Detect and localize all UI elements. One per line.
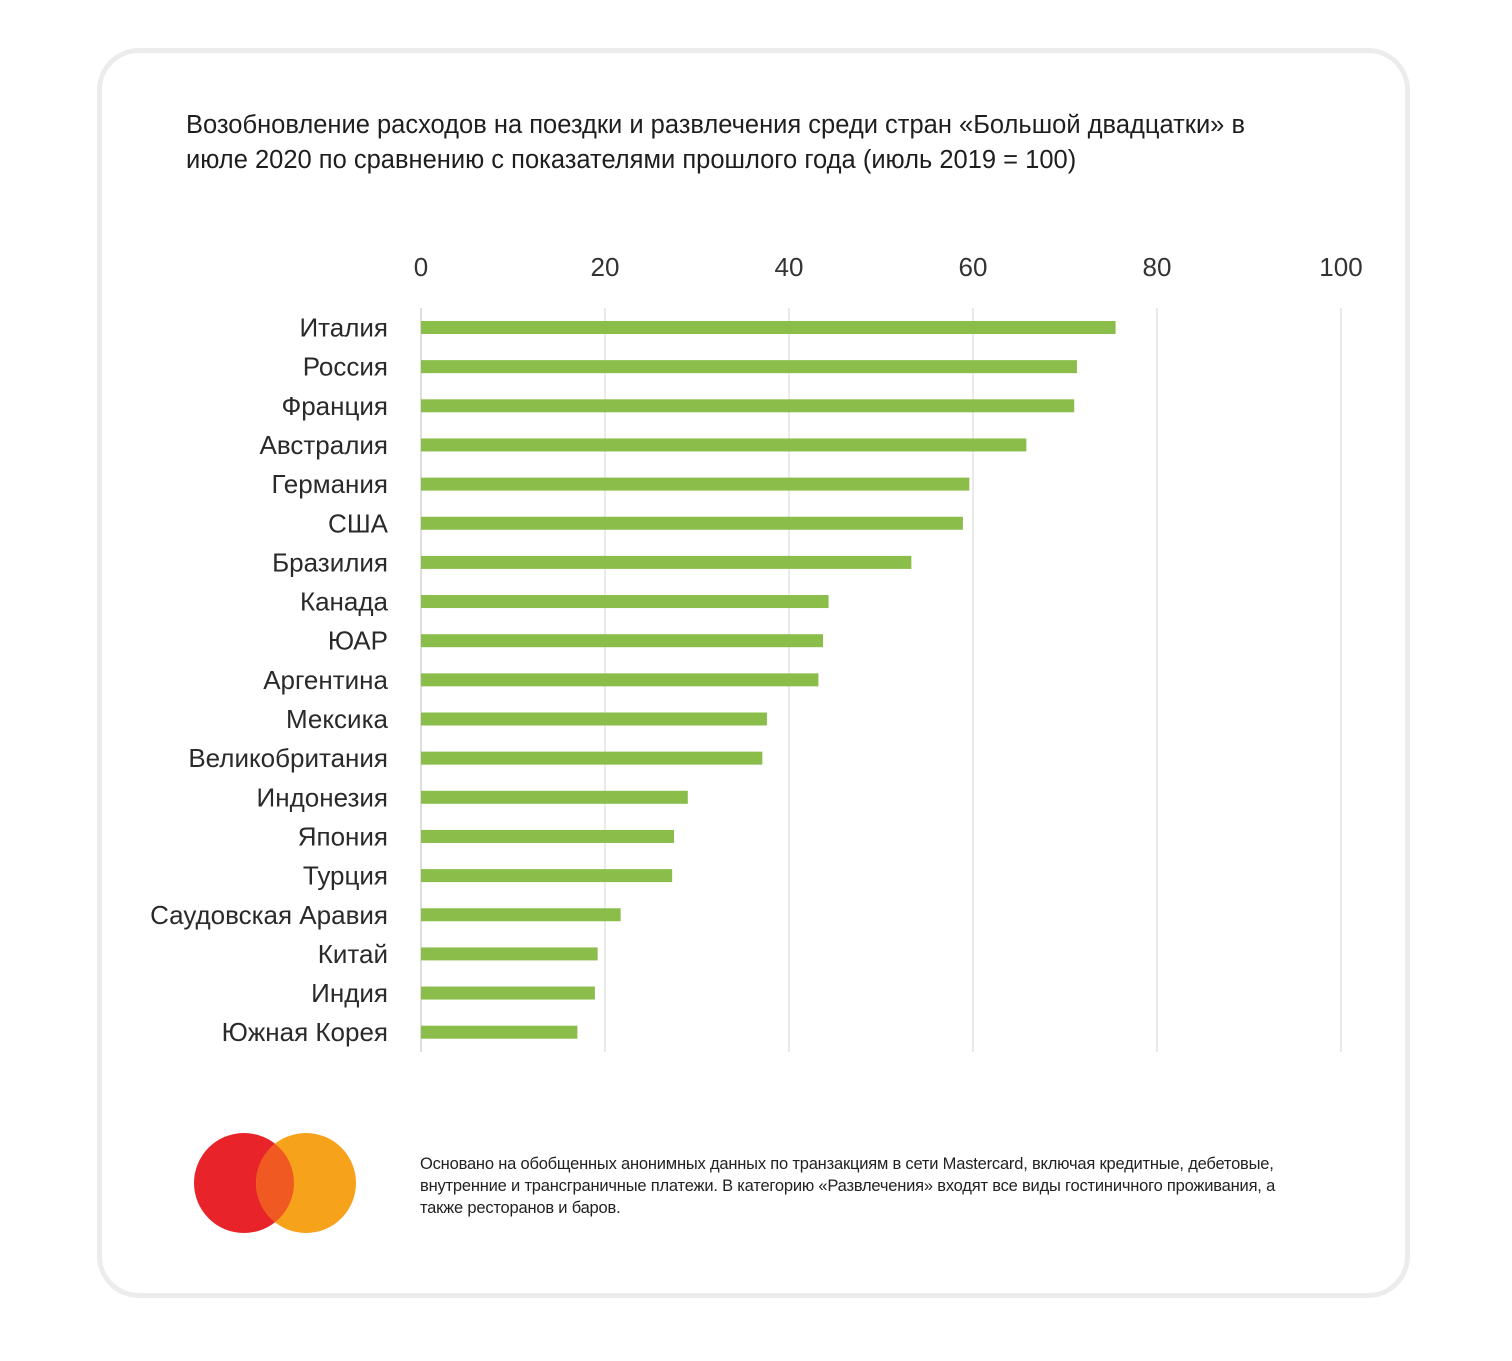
category-labels: Италия Россия Франция Австралия Германия США Б… — [150, 313, 389, 1048]
category-label: Мексика — [286, 704, 389, 734]
x-tick-label: 60 — [959, 252, 988, 282]
bar-14 — [421, 829, 674, 843]
bar-13 — [421, 790, 688, 804]
category-label: Южная Корея — [222, 1017, 388, 1047]
category-label: Аргентина — [263, 665, 388, 695]
bar-8 — [421, 595, 829, 609]
category-label: Саудовская Аравия — [150, 900, 388, 930]
logo-overlap — [256, 1133, 294, 1233]
category-label: Германия — [271, 469, 388, 499]
bar-17 — [421, 947, 598, 961]
footnote: Основано на обобщенных анонимных данных … — [420, 1155, 1276, 1217]
bars — [421, 321, 1116, 1039]
x-tick-label: 40 — [775, 252, 804, 282]
chart-title: Возобновление расходов на поездки и разв… — [186, 111, 1245, 174]
category-label: Россия — [303, 352, 388, 382]
bar-10 — [421, 673, 819, 687]
bar-16 — [421, 908, 621, 922]
bar-18 — [421, 986, 595, 1000]
bar-11 — [421, 712, 767, 726]
category-label: Индонезия — [257, 782, 388, 812]
bar-19 — [421, 1025, 578, 1039]
bar-9 — [421, 634, 824, 648]
bar-1 — [421, 321, 1116, 334]
bar-2 — [421, 360, 1077, 374]
bar-12 — [421, 751, 763, 765]
x-tick-label: 100 — [1319, 252, 1362, 282]
category-label: Франция — [281, 391, 388, 421]
category-label: Бразилия — [272, 547, 388, 577]
category-label: Турция — [303, 861, 388, 891]
category-label: Япония — [298, 821, 388, 851]
mastercard-logo-icon — [194, 1133, 356, 1233]
bar-5 — [421, 477, 970, 491]
x-tick-label: 20 — [591, 252, 620, 282]
x-tick-label: 80 — [1143, 252, 1172, 282]
bar-4 — [421, 438, 1027, 452]
category-label: США — [328, 508, 389, 538]
category-label: Индия — [311, 978, 388, 1008]
x-tick-label: 0 — [414, 252, 428, 282]
category-label: Италия — [299, 313, 388, 343]
chart-card — [97, 48, 1410, 1298]
x-axis-ticks: 0 20 40 60 80 100 — [414, 252, 1363, 282]
category-label: ЮАР — [328, 626, 388, 656]
bar-15 — [421, 869, 673, 883]
category-label: Китай — [318, 939, 388, 969]
category-label: Великобритания — [188, 743, 388, 773]
bar-3 — [421, 399, 1075, 413]
category-label: Канада — [300, 587, 389, 617]
category-label: Австралия — [260, 430, 388, 460]
bar-7 — [421, 555, 912, 569]
bar-6 — [421, 516, 963, 530]
